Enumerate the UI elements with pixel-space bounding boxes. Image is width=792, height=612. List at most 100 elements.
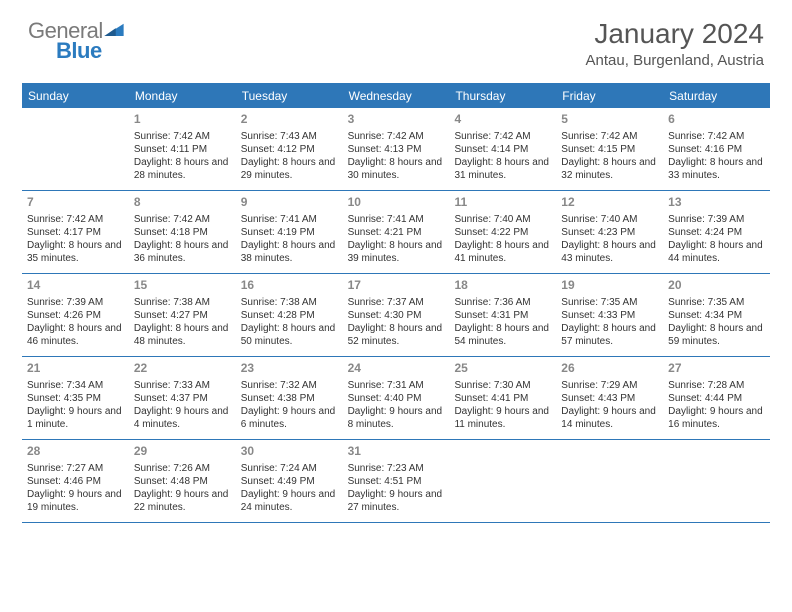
day-header-sunday: Sunday xyxy=(22,85,129,108)
sunrise-text: Sunrise: 7:33 AM xyxy=(134,379,231,392)
day-number: 11 xyxy=(454,195,551,211)
day-cell: 9Sunrise: 7:41 AMSunset: 4:19 PMDaylight… xyxy=(236,191,343,273)
daylight-text: Daylight: 8 hours and 46 minutes. xyxy=(27,322,124,348)
day-cell xyxy=(663,440,770,522)
sunrise-text: Sunrise: 7:42 AM xyxy=(454,130,551,143)
sunset-text: Sunset: 4:41 PM xyxy=(454,392,551,405)
daylight-text: Daylight: 9 hours and 22 minutes. xyxy=(134,488,231,514)
day-number: 31 xyxy=(348,444,445,460)
sunset-text: Sunset: 4:23 PM xyxy=(561,226,658,239)
day-number: 15 xyxy=(134,278,231,294)
day-cell: 14Sunrise: 7:39 AMSunset: 4:26 PMDayligh… xyxy=(22,274,129,356)
day-number: 8 xyxy=(134,195,231,211)
day-number: 1 xyxy=(134,112,231,128)
sunrise-text: Sunrise: 7:29 AM xyxy=(561,379,658,392)
sunset-text: Sunset: 4:37 PM xyxy=(134,392,231,405)
sunrise-text: Sunrise: 7:32 AM xyxy=(241,379,338,392)
day-number: 10 xyxy=(348,195,445,211)
daylight-text: Daylight: 9 hours and 4 minutes. xyxy=(134,405,231,431)
sunset-text: Sunset: 4:30 PM xyxy=(348,309,445,322)
daylight-text: Daylight: 8 hours and 29 minutes. xyxy=(241,156,338,182)
sunrise-text: Sunrise: 7:42 AM xyxy=(561,130,658,143)
sunrise-text: Sunrise: 7:40 AM xyxy=(561,213,658,226)
daylight-text: Daylight: 8 hours and 31 minutes. xyxy=(454,156,551,182)
sunrise-text: Sunrise: 7:42 AM xyxy=(348,130,445,143)
day-cell: 11Sunrise: 7:40 AMSunset: 4:22 PMDayligh… xyxy=(449,191,556,273)
day-header-thursday: Thursday xyxy=(449,85,556,108)
daylight-text: Daylight: 8 hours and 41 minutes. xyxy=(454,239,551,265)
day-cell: 19Sunrise: 7:35 AMSunset: 4:33 PMDayligh… xyxy=(556,274,663,356)
sunset-text: Sunset: 4:14 PM xyxy=(454,143,551,156)
sunrise-text: Sunrise: 7:27 AM xyxy=(27,462,124,475)
sunrise-text: Sunrise: 7:35 AM xyxy=(668,296,765,309)
sunset-text: Sunset: 4:28 PM xyxy=(241,309,338,322)
daylight-text: Daylight: 8 hours and 43 minutes. xyxy=(561,239,658,265)
day-cell: 3Sunrise: 7:42 AMSunset: 4:13 PMDaylight… xyxy=(343,108,450,190)
day-cell xyxy=(22,108,129,190)
daylight-text: Daylight: 8 hours and 33 minutes. xyxy=(668,156,765,182)
day-header-monday: Monday xyxy=(129,85,236,108)
day-number: 17 xyxy=(348,278,445,294)
sunrise-text: Sunrise: 7:38 AM xyxy=(241,296,338,309)
sunrise-text: Sunrise: 7:40 AM xyxy=(454,213,551,226)
sunset-text: Sunset: 4:51 PM xyxy=(348,475,445,488)
day-cell: 18Sunrise: 7:36 AMSunset: 4:31 PMDayligh… xyxy=(449,274,556,356)
sunset-text: Sunset: 4:46 PM xyxy=(27,475,124,488)
daylight-text: Daylight: 8 hours and 52 minutes. xyxy=(348,322,445,348)
day-number: 23 xyxy=(241,361,338,377)
sunrise-text: Sunrise: 7:38 AM xyxy=(134,296,231,309)
page-title: January 2024 xyxy=(586,18,764,50)
day-cell: 8 Sunrise: 7:42 AMSunset: 4:18 PMDaylight… xyxy=(129,191,236,273)
day-cell: 24Sunrise: 7:31 AMSunset: 4:40 PMDayligh… xyxy=(343,357,450,439)
sunrise-text: Sunrise: 7:35 AM xyxy=(561,296,658,309)
day-number: 25 xyxy=(454,361,551,377)
day-header-wednesday: Wednesday xyxy=(343,85,450,108)
day-number: 19 xyxy=(561,278,658,294)
day-cell xyxy=(556,440,663,522)
sunset-text: Sunset: 4:48 PM xyxy=(134,475,231,488)
day-number: 18 xyxy=(454,278,551,294)
daylight-text: Daylight: 9 hours and 19 minutes. xyxy=(27,488,124,514)
day-header-tuesday: Tuesday xyxy=(236,85,343,108)
day-number: 3 xyxy=(348,112,445,128)
day-cell: 1Sunrise: 7:42 AMSunset: 4:11 PMDaylight… xyxy=(129,108,236,190)
day-cell: 28 Sunrise: 7:27 AMSunset: 4:46 PMDayligh… xyxy=(22,440,129,522)
sunrise-text: Sunrise: 7:42 AM xyxy=(134,130,231,143)
day-number: 29 xyxy=(134,444,231,460)
sunrise-text: Sunrise: 7:24 AM xyxy=(241,462,338,475)
daylight-text: Daylight: 8 hours and 54 minutes. xyxy=(454,322,551,348)
header: GeneralBlue January 2024 Antau, Burgenla… xyxy=(0,0,792,77)
daylight-text: Daylight: 9 hours and 16 minutes. xyxy=(668,405,765,431)
brand-triangle-icon xyxy=(104,22,124,41)
day-number: 27 xyxy=(668,361,765,377)
day-header-friday: Friday xyxy=(556,85,663,108)
sunrise-text: Sunrise: 7:31 AM xyxy=(348,379,445,392)
sunset-text: Sunset: 4:15 PM xyxy=(561,143,658,156)
sunset-text: Sunset: 4:18 PM xyxy=(134,226,231,239)
day-cell: 25Sunrise: 7:30 AMSunset: 4:41 PMDayligh… xyxy=(449,357,556,439)
day-number: 9 xyxy=(241,195,338,211)
day-number: 2 xyxy=(241,112,338,128)
sunset-text: Sunset: 4:49 PM xyxy=(241,475,338,488)
sunrise-text: Sunrise: 7:42 AM xyxy=(134,213,231,226)
week-row: 21Sunrise: 7:34 AMSunset: 4:35 PMDayligh… xyxy=(22,357,770,440)
day-cell: 13Sunrise: 7:39 AMSunset: 4:24 PMDayligh… xyxy=(663,191,770,273)
day-number: 21 xyxy=(27,361,124,377)
daylight-text: Daylight: 8 hours and 36 minutes. xyxy=(134,239,231,265)
sunset-text: Sunset: 4:11 PM xyxy=(134,143,231,156)
day-number: 13 xyxy=(668,195,765,211)
sunrise-text: Sunrise: 7:34 AM xyxy=(27,379,124,392)
day-cell: 12Sunrise: 7:40 AMSunset: 4:23 PMDayligh… xyxy=(556,191,663,273)
day-number: 28 xyxy=(27,444,124,460)
sunrise-text: Sunrise: 7:41 AM xyxy=(241,213,338,226)
day-cell: 7Sunrise: 7:42 AMSunset: 4:17 PMDaylight… xyxy=(22,191,129,273)
sunset-text: Sunset: 4:31 PM xyxy=(454,309,551,322)
sunset-text: Sunset: 4:12 PM xyxy=(241,143,338,156)
day-number: 14 xyxy=(27,278,124,294)
sunrise-text: Sunrise: 7:43 AM xyxy=(241,130,338,143)
day-cell: 16Sunrise: 7:38 AMSunset: 4:28 PMDayligh… xyxy=(236,274,343,356)
day-number: 22 xyxy=(134,361,231,377)
sunset-text: Sunset: 4:44 PM xyxy=(668,392,765,405)
day-number: 24 xyxy=(348,361,445,377)
daylight-text: Daylight: 8 hours and 59 minutes. xyxy=(668,322,765,348)
